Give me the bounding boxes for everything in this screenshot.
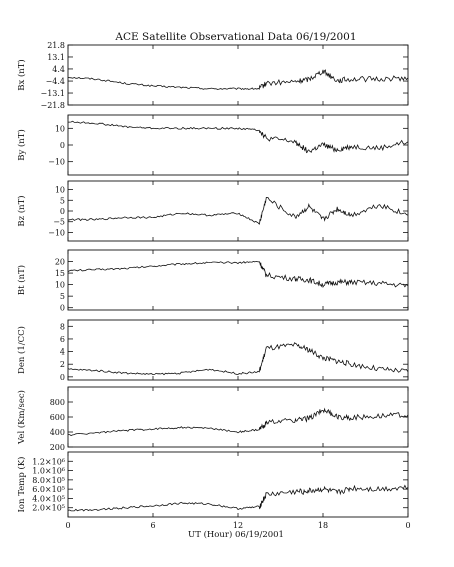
x-tick-label: 6 — [150, 521, 155, 530]
y-tick-label: 10 — [55, 186, 65, 195]
series-line — [67, 260, 409, 289]
y-tick-label: 400 — [50, 428, 65, 437]
y-tick-label: 20 — [55, 258, 65, 267]
panel-frame — [67, 319, 409, 381]
panel-frame — [67, 249, 409, 311]
y-tick-label: 10 — [55, 124, 65, 133]
y-tick-label: 0 — [60, 207, 65, 216]
series-line — [67, 69, 409, 91]
y-tick-label: 6 — [60, 335, 65, 344]
panel-5: 800 600 400 200 Vel (Km/sec) — [16, 386, 409, 452]
y-axis-label: Bt (nT) — [16, 265, 27, 295]
y-tick-label: 13.1 — [47, 53, 65, 62]
series-line — [67, 196, 409, 225]
y-tick-label: 5 — [60, 292, 65, 301]
y-axis-label: Den (1/CC) — [16, 326, 27, 374]
y-tick-label: −13.1 — [40, 89, 65, 98]
series-line — [68, 407, 409, 436]
panel-0: 21.8 13.1 4.4 −4.4 −13.1 −21.8 Bx (nT) — [16, 41, 409, 110]
y-axis-label: By (nT) — [16, 129, 27, 161]
y-tick-label: 2 — [60, 360, 65, 369]
panel-frame — [67, 180, 409, 242]
panel-1: 10 0 −10 By (nT) — [16, 114, 409, 176]
x-axis-label: UT (Hour) 06/19/2001 — [188, 529, 284, 540]
chart-title: ACE Satellite Observational Data 06/19/2… — [114, 31, 356, 43]
y-tick-label: 8.0×10⁵ — [32, 476, 65, 485]
y-tick-label: 0 — [60, 373, 65, 382]
panel-3: 20 15 10 5 0 Bt (nT) — [16, 249, 409, 313]
series-line — [67, 484, 409, 512]
x-tick-label: 12 — [233, 521, 243, 530]
x-tick-label: 18 — [318, 521, 328, 530]
y-tick-label: 0 — [60, 141, 65, 150]
panel-2: 105 0 −5−10 Bz (nT) — [16, 180, 409, 242]
panel-6: 1.2×10⁶1.0×10⁶8.0×10⁵6.0×10⁵4.0×10⁵2.0×1… — [16, 451, 409, 518]
y-tick-label: 15 — [55, 269, 65, 278]
y-tick-label: 0 — [60, 304, 65, 313]
y-tick-label: 800 — [50, 398, 65, 407]
y-tick-label: 4 — [60, 348, 65, 357]
x-tick-label: 0 — [405, 521, 410, 530]
y-tick-label: 600 — [50, 413, 65, 422]
y-tick-label: 1.2×10⁶ — [32, 457, 65, 466]
y-tick-label: 21.8 — [47, 41, 65, 50]
panel-frame — [67, 44, 409, 106]
y-tick-label: 6.0×10⁵ — [32, 485, 65, 494]
y-tick-label: 2.0×10⁵ — [32, 504, 65, 513]
series-line — [68, 120, 409, 154]
y-tick-label: 4.0×10⁵ — [32, 494, 65, 503]
panel-frame — [67, 451, 409, 518]
panel-4: 8 6 4 2 0 Den (1/CC) — [16, 319, 409, 382]
y-axis-label: Bz (nT) — [16, 195, 27, 226]
y-tick-label: 5 — [60, 196, 65, 205]
y-axis-label: Bx (nT) — [16, 59, 27, 91]
y-axis-label: Vel (Km/sec) — [16, 390, 27, 445]
y-tick-label: 4.4 — [52, 65, 65, 74]
series-line — [67, 341, 409, 376]
panels-group: 21.8 13.1 4.4 −4.4 −13.1 −21.8 Bx (nT) 10 0 −10 By… — [16, 41, 411, 530]
y-tick-label: 1.0×10⁶ — [32, 467, 65, 476]
y-tick-label: −21.8 — [40, 101, 65, 110]
y-tick-label: −10 — [48, 158, 65, 167]
panel-frame — [67, 114, 409, 176]
y-tick-label: 200 — [50, 443, 65, 452]
y-axis-label: Ion Temp (K) — [16, 457, 27, 513]
y-tick-label: 8 — [60, 322, 65, 331]
y-tick-label: −4.4 — [46, 77, 65, 86]
y-tick-label: −5 — [53, 218, 65, 227]
y-tick-label: −10 — [48, 228, 65, 237]
x-tick-label: 0 — [65, 521, 70, 530]
y-tick-label: 10 — [55, 281, 65, 290]
